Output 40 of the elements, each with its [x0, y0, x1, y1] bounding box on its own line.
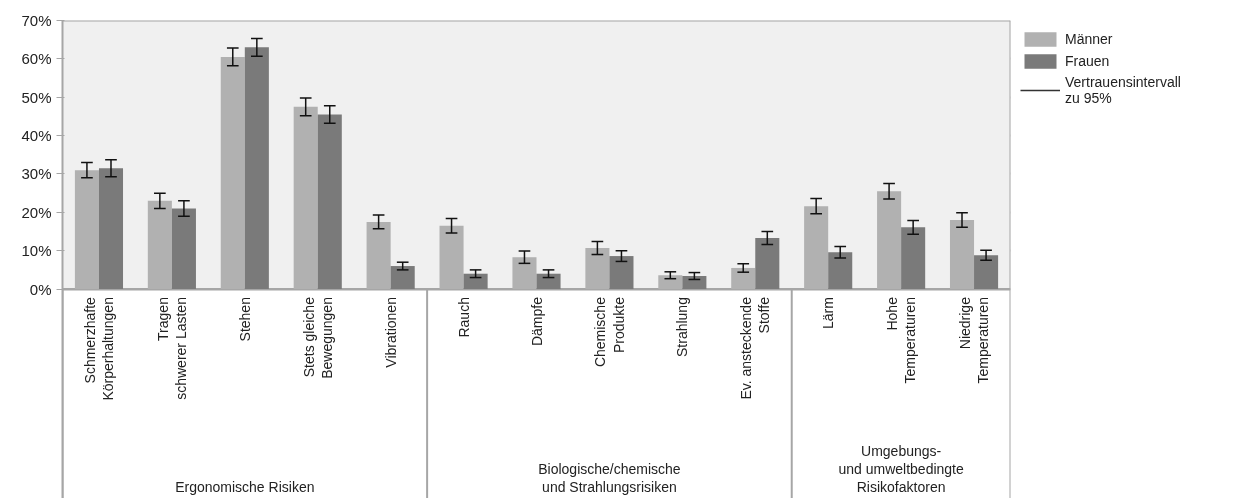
bar	[682, 276, 707, 290]
bar	[755, 238, 780, 290]
bar	[390, 266, 415, 290]
y-tick-label: 40%	[21, 127, 52, 145]
bar	[317, 114, 342, 290]
y-tick-label: 50%	[21, 88, 52, 106]
y-tick-label: 60%	[21, 50, 52, 68]
y-tick-label: 0%	[29, 280, 52, 298]
x-tick-label: Strahlung	[674, 297, 691, 358]
x-tick-label: Ev. ansteckende Stoffe	[738, 296, 773, 400]
bar	[974, 255, 999, 290]
bar	[828, 252, 853, 290]
y-tick-label: 30%	[21, 165, 52, 183]
bar	[171, 208, 196, 290]
legend-label: Frauen	[1065, 53, 1110, 69]
bar	[901, 227, 926, 290]
y-tick-label: 70%	[21, 12, 52, 29]
bar	[609, 256, 634, 290]
text: Biologische/chemische und Strahlungsrisiken	[538, 461, 681, 496]
bar	[244, 47, 269, 290]
x-tick-label: Niedrige Temperaturen	[956, 296, 992, 384]
bar	[98, 168, 124, 290]
y-tick-label: 20%	[21, 203, 52, 221]
legend-label: Männer	[1065, 31, 1113, 47]
x-tick-label: Tragen schwerer Lasten	[154, 297, 190, 400]
bar	[463, 273, 488, 290]
y-tick-label: 10%	[21, 242, 52, 260]
x-tick-label: Lärm	[820, 297, 837, 329]
bar	[536, 273, 561, 290]
x-tick-label: Chemische Produkte	[592, 296, 627, 368]
text: Ergonomische Risiken	[175, 479, 315, 496]
text: Vertrauensintervall zu 95%	[1065, 74, 1181, 106]
x-tick-label: Dämpfe	[528, 296, 545, 347]
x-tick-label: Stehen	[236, 297, 253, 342]
text: Umgebungs- und umweltbedingte Risikofaktoren	[838, 442, 964, 496]
x-tick-label: Stets gleiche Bewegungen	[300, 296, 335, 379]
x-tick-label: Schmerzhafte Körperhaltungen	[81, 296, 117, 401]
x-tick-label: Rauch	[455, 297, 472, 338]
x-tick-label: Vibrationen	[382, 297, 399, 368]
x-tick-label: Hohe Temperaturen	[883, 296, 919, 384]
